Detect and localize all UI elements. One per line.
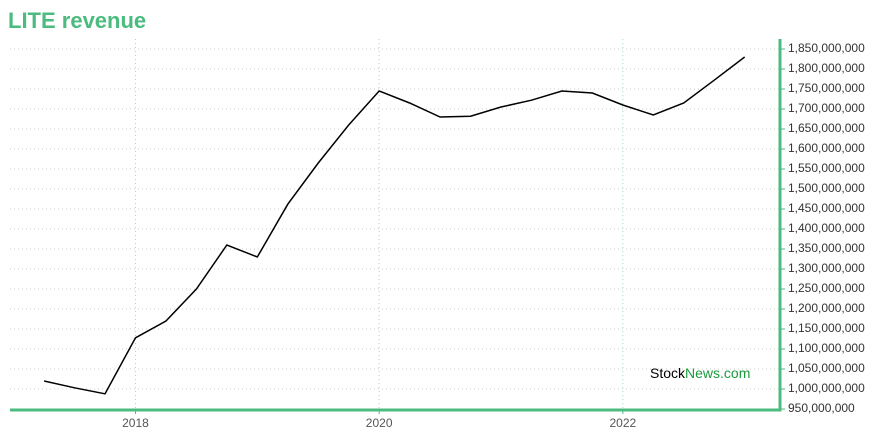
y-tick-label: 1,450,000,000 (788, 201, 865, 215)
y-tick-label: 1,250,000,000 (788, 281, 865, 295)
y-tick-label: 1,050,000,000 (788, 361, 865, 375)
y-tick-label: 1,850,000,000 (788, 41, 865, 55)
y-tick-label: 1,000,000,000 (788, 381, 865, 395)
y-tick-label: 1,350,000,000 (788, 241, 865, 255)
x-tick-label: 2018 (122, 416, 149, 430)
watermark-news: News.com (685, 365, 750, 381)
y-tick-label: 1,300,000,000 (788, 261, 865, 275)
y-tick-label: 1,200,000,000 (788, 301, 865, 315)
y-tick-label: 1,750,000,000 (788, 81, 865, 95)
y-tick-label: 1,550,000,000 (788, 161, 865, 175)
y-tick-label: 950,000,000 (788, 401, 855, 415)
y-tick-label: 1,150,000,000 (788, 321, 865, 335)
x-tick-label: 2020 (366, 416, 393, 430)
y-tick-label: 1,400,000,000 (788, 221, 865, 235)
chart-title: LITE revenue (8, 8, 146, 33)
watermark-stock: Stock (650, 365, 686, 381)
x-tick-label: 2022 (609, 416, 636, 430)
watermark: StockNews.com (650, 365, 750, 381)
y-tick-label: 1,500,000,000 (788, 181, 865, 195)
y-tick-label: 1,700,000,000 (788, 101, 865, 115)
y-tick-label: 1,600,000,000 (788, 141, 865, 155)
line-series (43, 56, 746, 395)
y-tick-label: 1,650,000,000 (788, 121, 865, 135)
y-tick-label: 1,800,000,000 (788, 61, 865, 75)
y-tick-label: 1,100,000,000 (788, 341, 865, 355)
